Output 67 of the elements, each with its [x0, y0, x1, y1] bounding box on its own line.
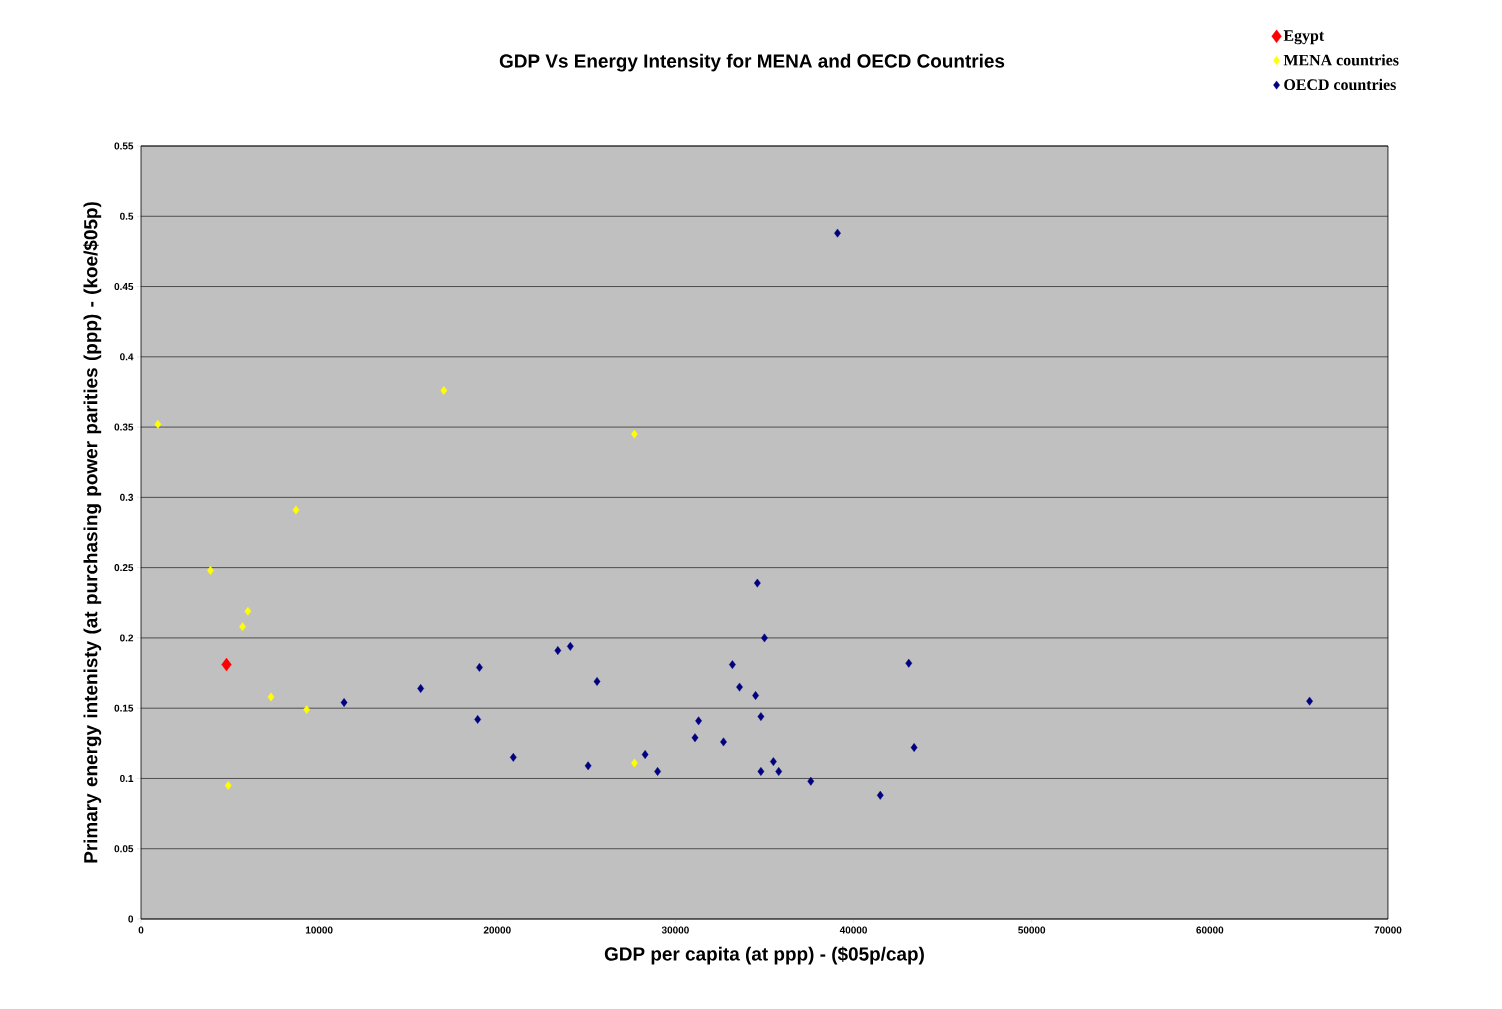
point — [729, 660, 736, 670]
point — [593, 677, 601, 686]
point — [905, 658, 913, 668]
point — [736, 682, 743, 692]
y-tick-label: 0.4 — [120, 353, 134, 361]
point — [244, 606, 252, 616]
y-tick-label: 0.55 — [114, 142, 134, 150]
point — [340, 698, 348, 707]
point — [154, 419, 162, 429]
x-tick-label: 30000 — [661, 926, 689, 934]
point — [221, 657, 232, 672]
y-tick-label: 0.05 — [114, 845, 134, 853]
point — [770, 757, 777, 766]
y-tick-label: 0.1 — [120, 774, 134, 782]
x-tick-label: 0 — [138, 926, 144, 934]
legend-label: MENA countries — [1283, 54, 1399, 66]
point — [761, 633, 768, 643]
point — [207, 566, 214, 575]
point — [752, 691, 759, 700]
x-tick-label: 60000 — [1196, 926, 1224, 934]
point — [834, 228, 841, 238]
point — [292, 505, 300, 515]
point — [775, 767, 783, 776]
x-tick-label: 70000 — [1374, 926, 1402, 934]
y-tick-label: 0.25 — [114, 564, 134, 572]
y-tick-label: 0.2 — [120, 634, 134, 642]
legend-label: OECD countries — [1284, 78, 1396, 91]
y-tick-label: 0.5 — [120, 212, 134, 220]
point — [267, 692, 275, 702]
point — [303, 705, 311, 714]
point — [509, 752, 517, 762]
point — [754, 578, 761, 588]
point — [691, 733, 699, 743]
point — [417, 684, 425, 693]
point — [757, 712, 765, 722]
y-tick-label: 0.15 — [114, 704, 134, 712]
point — [757, 767, 765, 776]
point — [654, 767, 661, 776]
chart-title: GDP Vs Energy Intensity for MENA and OECD Countries — [499, 53, 1005, 72]
x-tick-label: 40000 — [839, 926, 867, 934]
x-tick-label: 10000 — [305, 926, 333, 934]
point — [476, 663, 483, 672]
point — [807, 776, 815, 786]
point — [876, 790, 884, 800]
point — [631, 429, 638, 439]
legend-label: Egypt — [1283, 30, 1325, 45]
point — [554, 646, 562, 655]
point — [695, 716, 702, 726]
point — [474, 715, 482, 724]
point — [1306, 696, 1313, 706]
x-tick-label: 20000 — [483, 926, 511, 934]
x-tick-label: 50000 — [1018, 926, 1046, 934]
point — [440, 386, 448, 395]
y-tick-label: 0.3 — [120, 493, 134, 501]
y-tick-label: 0 — [128, 915, 134, 923]
y-tick-label: 0.35 — [114, 423, 134, 431]
x-axis-title: GDP per capita (at ppp) - ($05p/cap) — [604, 946, 924, 965]
point — [566, 641, 574, 651]
point — [239, 622, 246, 632]
point — [631, 758, 638, 768]
point — [720, 737, 727, 747]
point — [910, 743, 918, 752]
point — [584, 761, 592, 771]
y-tick-label: 0.45 — [114, 283, 134, 291]
y-axis-title: Primary energy intenisty (at purchasing power parities (ppp) - (koe/$05p) — [83, 202, 102, 863]
point — [641, 750, 649, 759]
point — [224, 781, 232, 790]
